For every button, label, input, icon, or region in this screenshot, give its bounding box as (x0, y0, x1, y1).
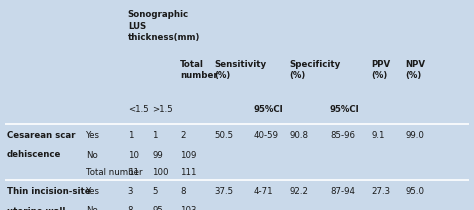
Text: 85-96: 85-96 (330, 131, 355, 140)
Text: 100: 100 (153, 168, 169, 177)
Text: 9.1: 9.1 (372, 131, 385, 140)
Text: PPV
(%): PPV (%) (372, 60, 391, 80)
Text: 4-71: 4-71 (253, 187, 273, 196)
Text: 5: 5 (153, 187, 158, 196)
Text: 95%CI: 95%CI (253, 105, 283, 114)
Text: Cesarean scar: Cesarean scar (7, 131, 75, 140)
Text: 1: 1 (153, 131, 158, 140)
Text: 3: 3 (128, 187, 133, 196)
Text: 8: 8 (128, 206, 133, 210)
Text: 99: 99 (153, 151, 163, 160)
Text: 1: 1 (128, 131, 133, 140)
Text: 27.3: 27.3 (372, 187, 391, 196)
Text: 2: 2 (180, 131, 186, 140)
Text: 11: 11 (128, 168, 139, 177)
Text: No: No (86, 151, 98, 160)
Text: 95%CI: 95%CI (330, 105, 360, 114)
Text: 92.2: 92.2 (290, 187, 309, 196)
Text: <1.5: <1.5 (128, 105, 148, 114)
Text: dehiscence: dehiscence (7, 150, 62, 159)
Text: 40-59: 40-59 (253, 131, 278, 140)
Text: 111: 111 (180, 168, 197, 177)
Text: Thin incision-site: Thin incision-site (7, 187, 91, 196)
Text: NPV
(%): NPV (%) (405, 60, 425, 80)
Text: Specificity
(%): Specificity (%) (290, 60, 341, 80)
Text: Yes: Yes (86, 187, 100, 196)
Text: 99.0: 99.0 (405, 131, 424, 140)
Text: Total
number: Total number (180, 60, 218, 80)
Text: Sensitivity
(%): Sensitivity (%) (215, 60, 267, 80)
Text: 87-94: 87-94 (330, 187, 355, 196)
Text: 95.0: 95.0 (405, 187, 424, 196)
Text: Sonographic
LUS
thickness(mm): Sonographic LUS thickness(mm) (128, 10, 200, 42)
Text: Total number: Total number (86, 168, 143, 177)
Text: 10: 10 (128, 151, 139, 160)
Text: 103: 103 (180, 206, 197, 210)
Text: 109: 109 (180, 151, 197, 160)
Text: 37.5: 37.5 (215, 187, 234, 196)
Text: 95: 95 (153, 206, 164, 210)
Text: No: No (86, 206, 98, 210)
Text: uterine wall: uterine wall (7, 207, 65, 210)
Text: 90.8: 90.8 (290, 131, 309, 140)
Text: 8: 8 (180, 187, 186, 196)
Text: Yes: Yes (86, 131, 100, 140)
Text: >1.5: >1.5 (153, 105, 173, 114)
Text: 50.5: 50.5 (215, 131, 234, 140)
